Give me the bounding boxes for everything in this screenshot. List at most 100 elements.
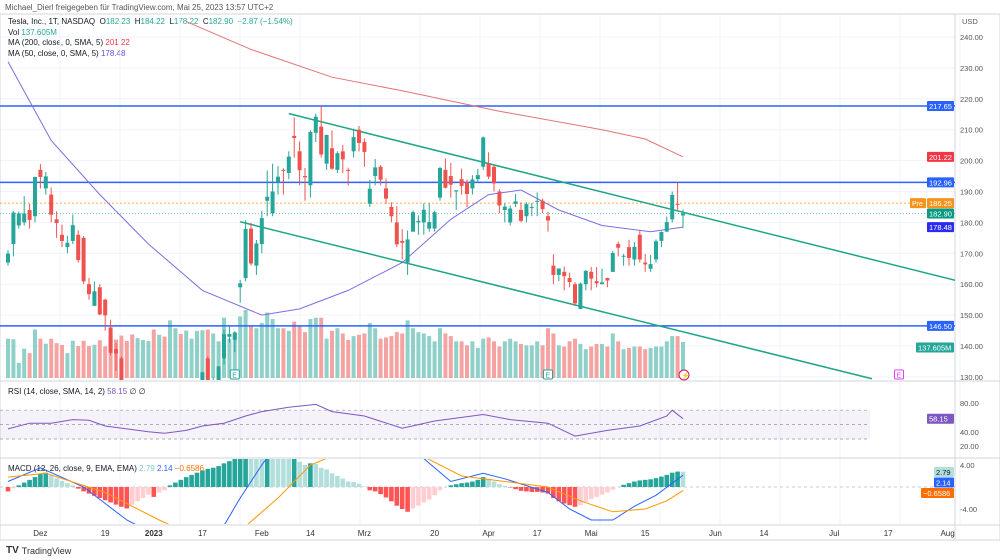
candle bbox=[362, 142, 367, 152]
macd-histogram-bar bbox=[302, 465, 308, 487]
volume-bar bbox=[281, 328, 286, 378]
candle bbox=[324, 134, 329, 164]
rsi-label[interactable]: RSI (14, close, SMA, 14, 2) bbox=[8, 387, 105, 396]
tradingview-logo[interactable]: TV TradingView bbox=[6, 545, 71, 556]
macd-histogram-bar bbox=[135, 487, 140, 502]
volume-bar bbox=[508, 338, 513, 378]
candle bbox=[43, 176, 48, 189]
earnings-icon bbox=[894, 369, 904, 380]
volume-bar bbox=[389, 336, 394, 378]
close-label: C bbox=[202, 17, 209, 26]
macd-hist-value: 2.79 bbox=[139, 464, 155, 473]
time-axis-label: Jul bbox=[829, 529, 839, 538]
high-value: 184.22 bbox=[140, 17, 165, 26]
candle bbox=[459, 179, 464, 186]
volume-bar bbox=[103, 346, 108, 378]
macd-histogram-bar bbox=[383, 487, 389, 498]
macd-histogram-bar bbox=[362, 486, 367, 487]
macd-histogram-bar bbox=[92, 487, 97, 496]
split-icon bbox=[678, 369, 690, 381]
macd-histogram-bar bbox=[367, 487, 373, 491]
candle bbox=[519, 210, 523, 221]
ma50-label[interactable]: MA (50, close, 0, SMA, 5) bbox=[8, 48, 99, 58]
symbol-legend: Tesla, Inc., 1T, NASDAQ O182.23 H184.22 … bbox=[8, 17, 293, 59]
volume-bar bbox=[481, 338, 486, 378]
volume-bar bbox=[443, 333, 448, 378]
volume-bar bbox=[178, 333, 183, 378]
earnings-icon bbox=[543, 369, 553, 380]
macd-histogram-bar bbox=[21, 482, 27, 487]
volume-bar bbox=[659, 346, 664, 378]
macd-histogram-bar bbox=[659, 476, 664, 487]
candle bbox=[346, 169, 351, 171]
price-label-box bbox=[916, 342, 954, 353]
volume-bar bbox=[475, 347, 480, 378]
candle bbox=[654, 241, 658, 260]
macd-histogram-bar bbox=[189, 474, 194, 487]
candle bbox=[259, 218, 264, 245]
macd-histogram-bar bbox=[232, 459, 238, 487]
time-axis-label: Mrz bbox=[358, 529, 371, 538]
channel-trendline bbox=[288, 112, 955, 282]
candle bbox=[232, 332, 237, 340]
macd-histogram-bar bbox=[518, 487, 524, 491]
macd-histogram-bar bbox=[54, 478, 59, 487]
rsi-tick: 80.00 bbox=[960, 399, 979, 408]
candle bbox=[146, 398, 150, 411]
macd-label-box bbox=[934, 477, 954, 488]
macd-signal-line bbox=[7, 459, 684, 524]
macd-label[interactable]: MACD (12, 26, close, 9, EMA, EMA) bbox=[8, 464, 137, 473]
macd-histogram-bar bbox=[173, 482, 178, 487]
macd-histogram-bar bbox=[275, 459, 281, 487]
price-tick: 220.00 bbox=[960, 95, 983, 104]
candle bbox=[286, 156, 291, 173]
candle bbox=[562, 271, 567, 277]
volume-bar bbox=[367, 322, 372, 378]
volume-bar bbox=[411, 328, 415, 378]
macd-histogram-bar bbox=[545, 487, 551, 494]
ma200-label[interactable]: MA (200, close, 0, SMA, 5) bbox=[8, 38, 104, 47]
time-axis-label: 2023 bbox=[145, 529, 163, 538]
macd-histogram-bar bbox=[410, 487, 416, 509]
candle bbox=[243, 228, 248, 279]
price-label-box bbox=[927, 198, 954, 209]
price-tick: 210.00 bbox=[960, 126, 983, 135]
candle bbox=[416, 220, 421, 223]
volume-bar bbox=[297, 325, 302, 378]
macd-histogram-bar bbox=[156, 487, 162, 493]
volume-bar bbox=[319, 317, 324, 378]
macd-histogram-bar bbox=[669, 472, 675, 487]
candle bbox=[373, 167, 378, 177]
time-axis-label: 20 bbox=[430, 529, 439, 538]
macd-histogram-bar bbox=[399, 487, 405, 509]
volume-bar bbox=[427, 336, 432, 378]
candle bbox=[330, 148, 334, 169]
candle bbox=[411, 212, 415, 232]
volume-bar bbox=[38, 338, 43, 378]
macd-histogram-bar bbox=[621, 484, 626, 487]
price-label: 201.22 bbox=[929, 153, 952, 162]
earnings-icon-label: E bbox=[546, 373, 551, 380]
price-label: 137.605M bbox=[918, 344, 951, 353]
volume-bar bbox=[486, 337, 491, 378]
candle bbox=[141, 402, 145, 408]
volume-bar bbox=[11, 339, 16, 378]
macd-value-label: 2.79 bbox=[936, 468, 951, 477]
candle bbox=[681, 213, 685, 216]
macd-histogram-bar bbox=[432, 487, 437, 496]
macd-histogram-bar bbox=[27, 479, 32, 487]
volume-bar bbox=[670, 336, 675, 378]
volume-bar bbox=[173, 328, 178, 378]
candle bbox=[475, 175, 480, 180]
volume-bar bbox=[621, 349, 626, 378]
volume-bar bbox=[610, 333, 615, 378]
symbol-title[interactable]: Tesla, Inc., 1T, NASDAQ bbox=[8, 17, 96, 26]
volume-bar bbox=[330, 330, 334, 378]
macd-histogram-bar bbox=[81, 487, 86, 492]
volume-bar bbox=[502, 341, 507, 378]
volume-bar bbox=[92, 344, 97, 378]
macd-histogram-bar bbox=[194, 472, 200, 487]
macd-histogram-bar bbox=[642, 479, 648, 487]
candle bbox=[486, 163, 491, 177]
